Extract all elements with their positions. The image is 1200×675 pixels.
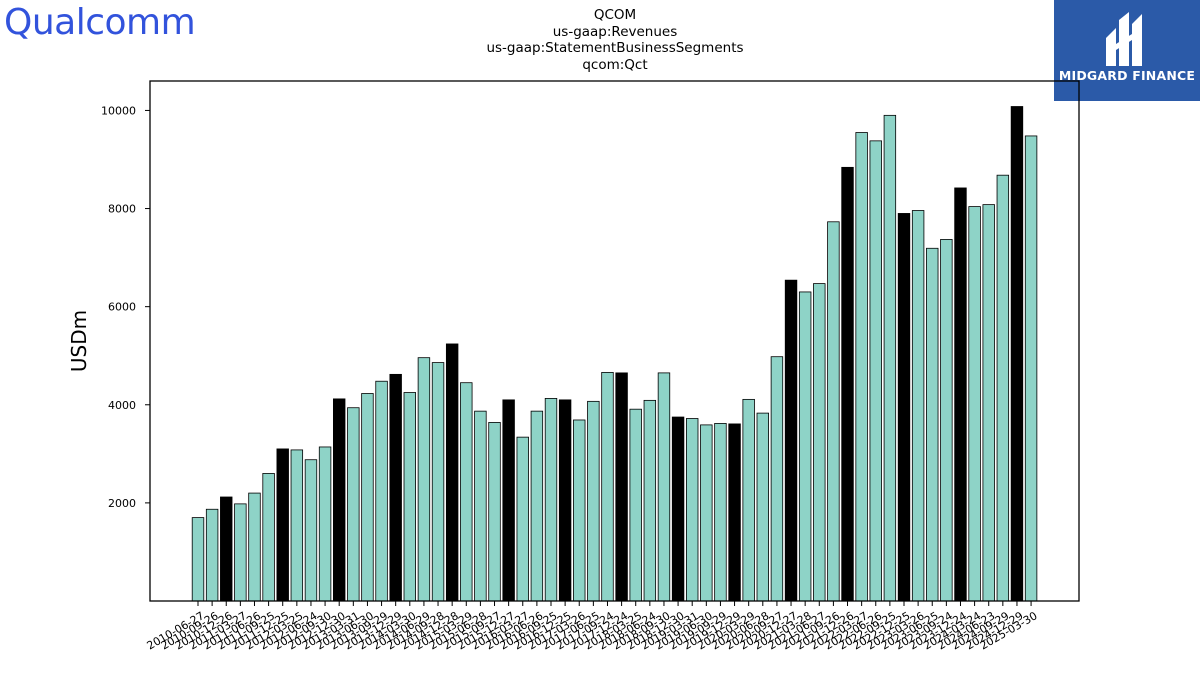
bar-2023-09-24 bbox=[940, 239, 953, 602]
bar-2023-12-24 bbox=[954, 187, 967, 602]
title-line-4: qcom:Qct bbox=[582, 56, 648, 73]
bar-2018-12-30 bbox=[671, 416, 685, 602]
title-line-1: QCOM bbox=[593, 7, 637, 23]
bar-2014-09-28 bbox=[431, 362, 445, 602]
bar-2013-09-29 bbox=[375, 380, 388, 602]
bar-2012-09-30 bbox=[318, 446, 332, 602]
bar-2019-09-29 bbox=[714, 423, 727, 602]
y-axis-label: USDm bbox=[67, 310, 91, 372]
y-tick-label: 10000 bbox=[101, 104, 136, 117]
bar-2011-06-26 bbox=[248, 492, 261, 602]
bar-2016-12-25 bbox=[558, 399, 572, 602]
bar-2014-12-28 bbox=[445, 343, 459, 602]
bar-2016-03-27 bbox=[516, 436, 529, 602]
bar-2017-06-25 bbox=[587, 400, 600, 602]
bar-2022-09-25 bbox=[883, 114, 897, 602]
x-axis: 2010-06-272010-09-262010-12-262011-03-27… bbox=[145, 601, 1040, 652]
bar-2024-06-23 bbox=[982, 204, 995, 602]
bar-2021-06-27 bbox=[813, 283, 826, 602]
bar-2012-03-25 bbox=[290, 449, 304, 602]
midgard-mark-icon bbox=[1106, 12, 1142, 66]
bar-2020-12-27 bbox=[784, 279, 798, 602]
bar-2012-06-24 bbox=[304, 459, 318, 602]
bar-2015-03-29 bbox=[460, 382, 473, 602]
midgard-finance-logo: MIDGARD FINANCE bbox=[1054, 0, 1200, 101]
y-tick-label: 6000 bbox=[108, 301, 136, 314]
bar-2011-03-27 bbox=[234, 503, 247, 602]
title-line-2: us-gaap:Revenues bbox=[552, 23, 678, 40]
bar-2017-12-24 bbox=[615, 372, 628, 602]
bar-2019-03-31 bbox=[686, 418, 699, 602]
bar-2016-06-26 bbox=[530, 410, 544, 602]
bar-2013-12-29 bbox=[389, 373, 402, 602]
bars-group bbox=[191, 106, 1038, 602]
bar-2013-06-30 bbox=[361, 393, 374, 602]
y-axis: 2000 4000 6000 8000 10000 bbox=[101, 104, 150, 510]
bar-2023-03-26 bbox=[911, 210, 925, 602]
bar-2022-03-27 bbox=[855, 132, 868, 602]
bar-2018-09-30 bbox=[657, 372, 671, 602]
bar-2025-03-30 bbox=[1024, 135, 1038, 602]
bar-2022-12-25 bbox=[897, 213, 911, 602]
bar-2019-06-30 bbox=[700, 424, 713, 602]
bar-2020-09-27 bbox=[770, 356, 784, 602]
bar-2017-09-24 bbox=[601, 371, 614, 602]
bar-2010-12-26 bbox=[220, 496, 233, 602]
title-line-3: us-gaap:StatementBusinessSegments bbox=[486, 40, 744, 56]
bar-2018-03-25 bbox=[629, 408, 642, 602]
bar-2018-06-24 bbox=[643, 399, 657, 602]
bar-2021-03-28 bbox=[798, 291, 812, 602]
bar-2014-03-30 bbox=[403, 392, 417, 602]
bar-2010-06-27 bbox=[191, 517, 205, 602]
bar-2020-03-29 bbox=[742, 398, 755, 602]
bar-2022-06-26 bbox=[869, 140, 882, 602]
bar-2023-06-25 bbox=[926, 247, 939, 602]
y-tick-label: 4000 bbox=[108, 399, 136, 412]
bar-2021-12-26 bbox=[841, 166, 854, 602]
bar-2012-12-30 bbox=[332, 398, 346, 602]
bar-2024-09-29 bbox=[996, 174, 1010, 602]
bar-2015-09-27 bbox=[488, 422, 501, 602]
bar-2016-09-25 bbox=[544, 397, 558, 602]
y-tick-label: 8000 bbox=[108, 203, 136, 216]
bar-2013-03-31 bbox=[347, 407, 360, 602]
plot-frame bbox=[149, 80, 1080, 602]
bar-2015-06-28 bbox=[474, 410, 487, 602]
bar-2021-09-26 bbox=[827, 221, 840, 602]
bar-2011-09-25 bbox=[262, 473, 275, 602]
bar-2014-06-29 bbox=[417, 357, 431, 602]
bar-2019-12-29 bbox=[728, 423, 741, 602]
chart-title: QCOM us-gaap:Revenues us-gaap:StatementB… bbox=[415, 7, 815, 73]
y-tick-label: 2000 bbox=[108, 497, 136, 510]
bar-2020-06-28 bbox=[756, 412, 770, 602]
bar-2010-09-26 bbox=[205, 508, 219, 602]
qualcomm-logo: Qualcomm bbox=[4, 2, 196, 43]
bar-2024-12-29 bbox=[1010, 106, 1024, 602]
bar-2015-12-27 bbox=[502, 399, 515, 602]
bar-2011-12-25 bbox=[276, 448, 289, 602]
bar-2017-03-26 bbox=[573, 419, 586, 602]
bar-2024-03-24 bbox=[968, 206, 981, 602]
midgard-finance-name: MIDGARD FINANCE bbox=[1058, 68, 1196, 83]
